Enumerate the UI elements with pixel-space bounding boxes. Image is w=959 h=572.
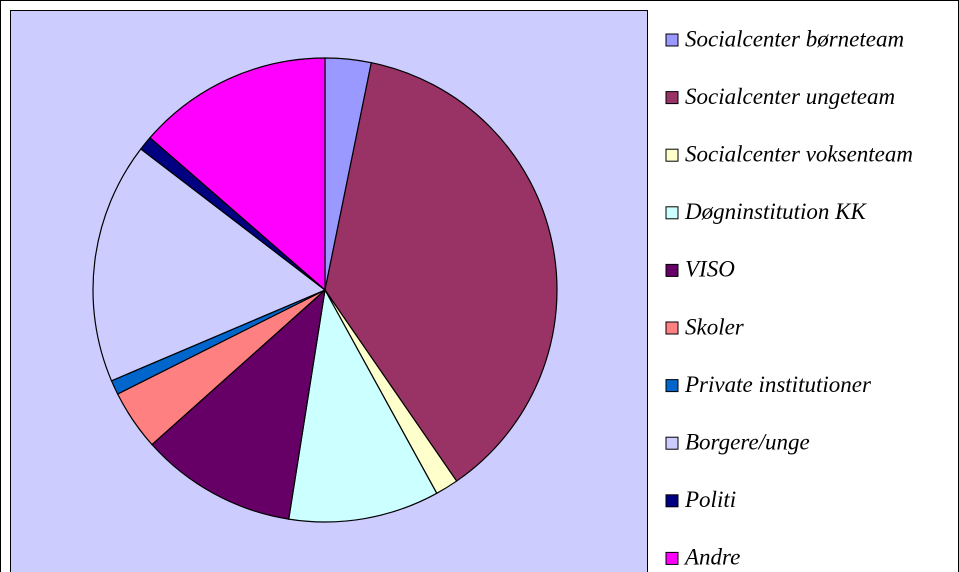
- legend-swatch: [665, 91, 679, 105]
- legend-swatch: [665, 494, 679, 508]
- legend-label: Borgere/unge: [685, 429, 810, 454]
- legend-label: Politi: [684, 487, 736, 512]
- legend-label: Socialcenter ungeteam: [685, 84, 895, 109]
- legend-swatch: [665, 436, 679, 450]
- pie-slice: [324, 61, 558, 482]
- legend-swatch: [665, 148, 679, 162]
- legend-swatch: [665, 551, 679, 565]
- pie-slice: [92, 148, 327, 382]
- legend-swatch: [665, 206, 679, 220]
- legend-label: Andre: [683, 545, 740, 570]
- legend-label: Skoler: [685, 314, 745, 339]
- legend-label: Døgninstitution KK: [684, 199, 867, 224]
- legend-label: Socialcenter voksenteam: [685, 141, 913, 166]
- legend-swatch: [665, 263, 679, 277]
- legend-swatch: [665, 379, 679, 393]
- pie-slice: [149, 57, 326, 292]
- legend-label: Private institutioner: [684, 372, 872, 397]
- legend-label: VISO: [685, 257, 735, 282]
- pie-slice: [151, 288, 326, 520]
- pie-slice: [288, 288, 438, 523]
- legend-label: Socialcenter børneteam: [685, 26, 904, 51]
- legend-swatch: [665, 321, 679, 335]
- legend-swatch: [665, 33, 679, 47]
